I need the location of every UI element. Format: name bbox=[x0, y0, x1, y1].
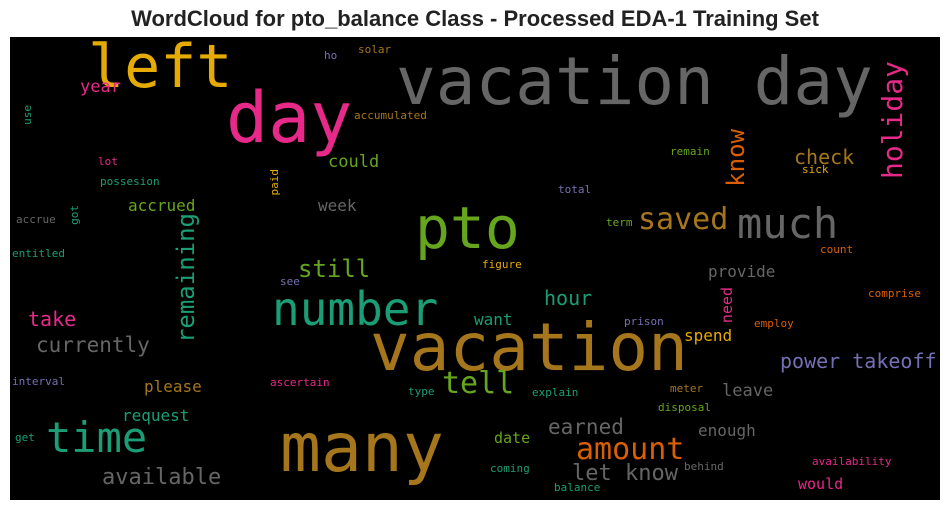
word-count: count bbox=[820, 243, 854, 256]
word-know: know bbox=[722, 129, 750, 187]
chart-title: WordCloud for pto_balance Class - Proces… bbox=[131, 6, 819, 31]
word-amount: amount bbox=[576, 432, 685, 467]
word-ascertain: ascertain bbox=[270, 376, 330, 389]
word-vacation: vacation bbox=[370, 309, 688, 386]
word-get: get bbox=[15, 431, 35, 444]
word-accrue: accrue bbox=[16, 213, 56, 226]
word-total: total bbox=[558, 183, 592, 196]
word-employ: employ bbox=[754, 317, 794, 330]
word-tell: tell bbox=[442, 366, 515, 401]
word-entitled: entitled bbox=[12, 247, 65, 260]
word-let-know: let know bbox=[572, 461, 678, 486]
word-power-takeoff: power takeoff bbox=[780, 349, 937, 373]
word-disposal: disposal bbox=[658, 401, 711, 414]
word-sick: sick bbox=[802, 163, 829, 176]
word-coming: coming bbox=[490, 462, 530, 475]
word-ho: ho bbox=[324, 49, 338, 62]
word-need: need bbox=[718, 287, 736, 324]
word-many: many bbox=[280, 409, 444, 488]
word-spend: spend bbox=[684, 326, 733, 345]
word-availability: availability bbox=[812, 455, 892, 468]
word-accrued: accrued bbox=[128, 196, 196, 215]
word-please: please bbox=[144, 377, 202, 396]
word-hour: hour bbox=[544, 286, 593, 310]
word-comprise: comprise bbox=[868, 287, 921, 300]
word-leave: leave bbox=[722, 381, 774, 401]
word-interval: interval bbox=[12, 375, 65, 388]
word-week: week bbox=[318, 196, 357, 215]
word-day: day bbox=[226, 77, 353, 159]
word-term: term bbox=[606, 216, 633, 229]
wordcloud-canvas: vacation day left day vacation many pto … bbox=[10, 37, 940, 500]
word-solar: solar bbox=[358, 43, 392, 56]
word-provide: provide bbox=[708, 262, 776, 281]
word-request: request bbox=[122, 406, 190, 425]
word-pto: pto bbox=[415, 194, 520, 262]
word-use: use bbox=[21, 105, 34, 125]
word-got: got bbox=[68, 205, 81, 225]
word-enough: enough bbox=[698, 421, 756, 440]
word-paid: paid bbox=[268, 169, 281, 196]
word-holiday: holiday bbox=[876, 61, 909, 180]
word-year: year bbox=[80, 77, 121, 97]
word-balance: balance bbox=[554, 481, 601, 494]
word-remaining: remaining bbox=[172, 213, 200, 344]
word-available: available bbox=[102, 465, 222, 490]
word-vacation-day: vacation day bbox=[396, 43, 873, 120]
word-number: number bbox=[272, 282, 439, 336]
word-figure: figure bbox=[482, 258, 522, 271]
word-see: see bbox=[280, 275, 300, 288]
word-much: much bbox=[737, 199, 839, 248]
word-currently: currently bbox=[36, 333, 150, 357]
word-saved: saved bbox=[638, 202, 729, 237]
word-accumulated: accumulated bbox=[354, 109, 427, 122]
word-still: still bbox=[298, 255, 371, 283]
word-date: date bbox=[494, 429, 531, 447]
word-check: check bbox=[794, 145, 855, 169]
word-left: left bbox=[88, 37, 233, 102]
word-would: would bbox=[798, 475, 844, 493]
word-want: want bbox=[474, 310, 513, 329]
word-lot: lot bbox=[98, 155, 118, 168]
word-explain: explain bbox=[532, 386, 579, 399]
word-could: could bbox=[328, 152, 380, 172]
word-prison: prison bbox=[624, 315, 664, 328]
word-behind: behind bbox=[684, 460, 724, 473]
word-earned: earned bbox=[548, 415, 624, 439]
word-possesion: possesion bbox=[100, 175, 160, 188]
word-take: take bbox=[28, 307, 77, 331]
word-time: time bbox=[46, 413, 148, 462]
word-remain: remain bbox=[670, 145, 710, 158]
word-meter: meter bbox=[670, 382, 704, 395]
word-type: type bbox=[408, 385, 435, 398]
